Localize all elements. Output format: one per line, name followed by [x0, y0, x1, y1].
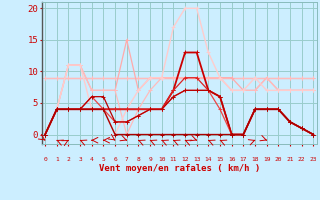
X-axis label: Vent moyen/en rafales ( km/h ): Vent moyen/en rafales ( km/h ) — [99, 164, 260, 173]
